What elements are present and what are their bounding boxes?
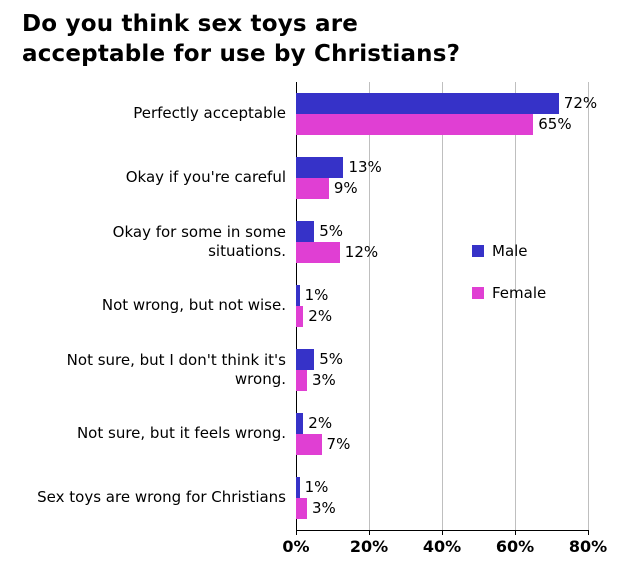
category-label: Not sure, but it feels wrong.: [76, 424, 286, 443]
category-label: Okay for some in some situations.: [112, 223, 286, 260]
legend-item-female: Female: [472, 284, 546, 302]
bar-line: 2%: [296, 305, 588, 327]
bar-group: 5% 12%: [296, 220, 588, 263]
axis-tick: [296, 529, 297, 535]
chart-row: Sex toys are wrong for Christians 1% 3%: [0, 466, 622, 530]
bar-line: 2%: [296, 412, 588, 434]
bar-male: [296, 412, 304, 434]
axis-tick: [442, 529, 443, 535]
bar-group: 5% 3%: [296, 348, 588, 391]
bar-line: 9%: [296, 177, 588, 199]
bar-female: [296, 433, 322, 455]
axis-tick: [369, 529, 370, 535]
bar-line: 3%: [296, 497, 588, 519]
bar-group: 72% 65%: [296, 92, 597, 135]
axis-tick-label: 40%: [422, 536, 462, 556]
chart-area: Perfectly acceptable 72% 65% Okay if you're…: [0, 81, 622, 564]
value-label: 1%: [304, 478, 329, 497]
bar-male: [296, 220, 315, 242]
chart-rows: Perfectly acceptable 72% 65% Okay if you're…: [0, 82, 622, 530]
legend-label: Male: [492, 241, 528, 260]
legend-swatch-male: [472, 244, 484, 257]
legend-swatch-female: [472, 286, 484, 299]
bar-male: [296, 92, 559, 114]
value-label: 72%: [563, 94, 598, 113]
bar-line: 65%: [296, 113, 588, 135]
chart-title: Do you think sex toys are acceptable for…: [22, 11, 461, 67]
legend-item-male: Male: [472, 242, 546, 260]
category-label: Sex toys are wrong for Christians: [37, 488, 286, 507]
chart-row: Okay for some in some situations. 5% 12%: [0, 210, 622, 274]
bar-female: [296, 177, 329, 199]
bar-female: [296, 241, 340, 263]
bar-line: 1%: [296, 284, 588, 306]
bar-female: [296, 497, 307, 519]
bar-male: [296, 348, 315, 370]
legend: Male Female: [472, 242, 546, 326]
value-label: 7%: [326, 435, 351, 454]
axis-tick-label: 0%: [282, 536, 310, 556]
axis-tick-label: 80%: [568, 536, 608, 556]
value-label: 5%: [319, 350, 344, 369]
category-label: Okay if you're careful: [125, 168, 286, 187]
bar-line: 13%: [296, 156, 588, 178]
value-label: 2%: [308, 414, 333, 433]
chart-row: Not wrong, but not wise. 1% 2%: [0, 274, 622, 338]
bar-line: 7%: [296, 433, 588, 455]
value-label: 3%: [311, 371, 336, 390]
gridline: [515, 81, 516, 530]
bar-line: 72%: [296, 92, 597, 114]
value-label: 9%: [333, 179, 358, 198]
axis-tick-label: 20%: [349, 536, 389, 556]
category-label: Not wrong, but not wise.: [101, 296, 286, 315]
value-label: 12%: [344, 243, 379, 262]
gridline: [442, 81, 443, 530]
bar-line: 5%: [296, 220, 588, 242]
bar-group: 13% 9%: [296, 156, 588, 199]
bar-female: [296, 369, 307, 391]
chart-row: Not sure, but it feels wrong. 2% 7%: [0, 402, 622, 466]
category-label: Perfectly acceptable: [133, 104, 286, 123]
bar-male: [296, 284, 300, 306]
axis-tick: [588, 529, 589, 535]
bar-line: 3%: [296, 369, 588, 391]
bar-female: [296, 113, 534, 135]
value-label: 1%: [304, 286, 329, 305]
axis-tick: [515, 529, 516, 535]
bar-line: 1%: [296, 476, 588, 498]
chart-row: Not sure, but I don't think it's wrong. 5…: [0, 338, 622, 402]
legend-label: Female: [492, 283, 547, 302]
bar-group: 2% 7%: [296, 412, 588, 455]
value-label: 65%: [538, 115, 572, 134]
bar-female: [296, 305, 304, 327]
gridline: [369, 81, 370, 530]
gridline: [588, 81, 589, 530]
value-label: 5%: [319, 222, 344, 241]
axis-tick-label: 60%: [495, 536, 535, 556]
bar-line: 5%: [296, 348, 588, 370]
category-label: Not sure, but I don't think it's wrong.: [66, 351, 286, 388]
bar-group: 1% 2%: [296, 284, 588, 327]
value-label: 13%: [348, 158, 382, 177]
value-label: 2%: [308, 307, 333, 326]
chart-row: Okay if you're careful 13% 9%: [0, 146, 622, 210]
bar-male: [296, 156, 344, 178]
bar-line: 12%: [296, 241, 588, 263]
value-label: 3%: [311, 499, 336, 518]
bar-male: [296, 476, 300, 498]
x-axis: 0% 20% 40% 60% 80%: [282, 529, 607, 564]
bar-group: 1% 3%: [296, 476, 588, 519]
chart-row: Perfectly acceptable 72% 65%: [0, 82, 622, 146]
